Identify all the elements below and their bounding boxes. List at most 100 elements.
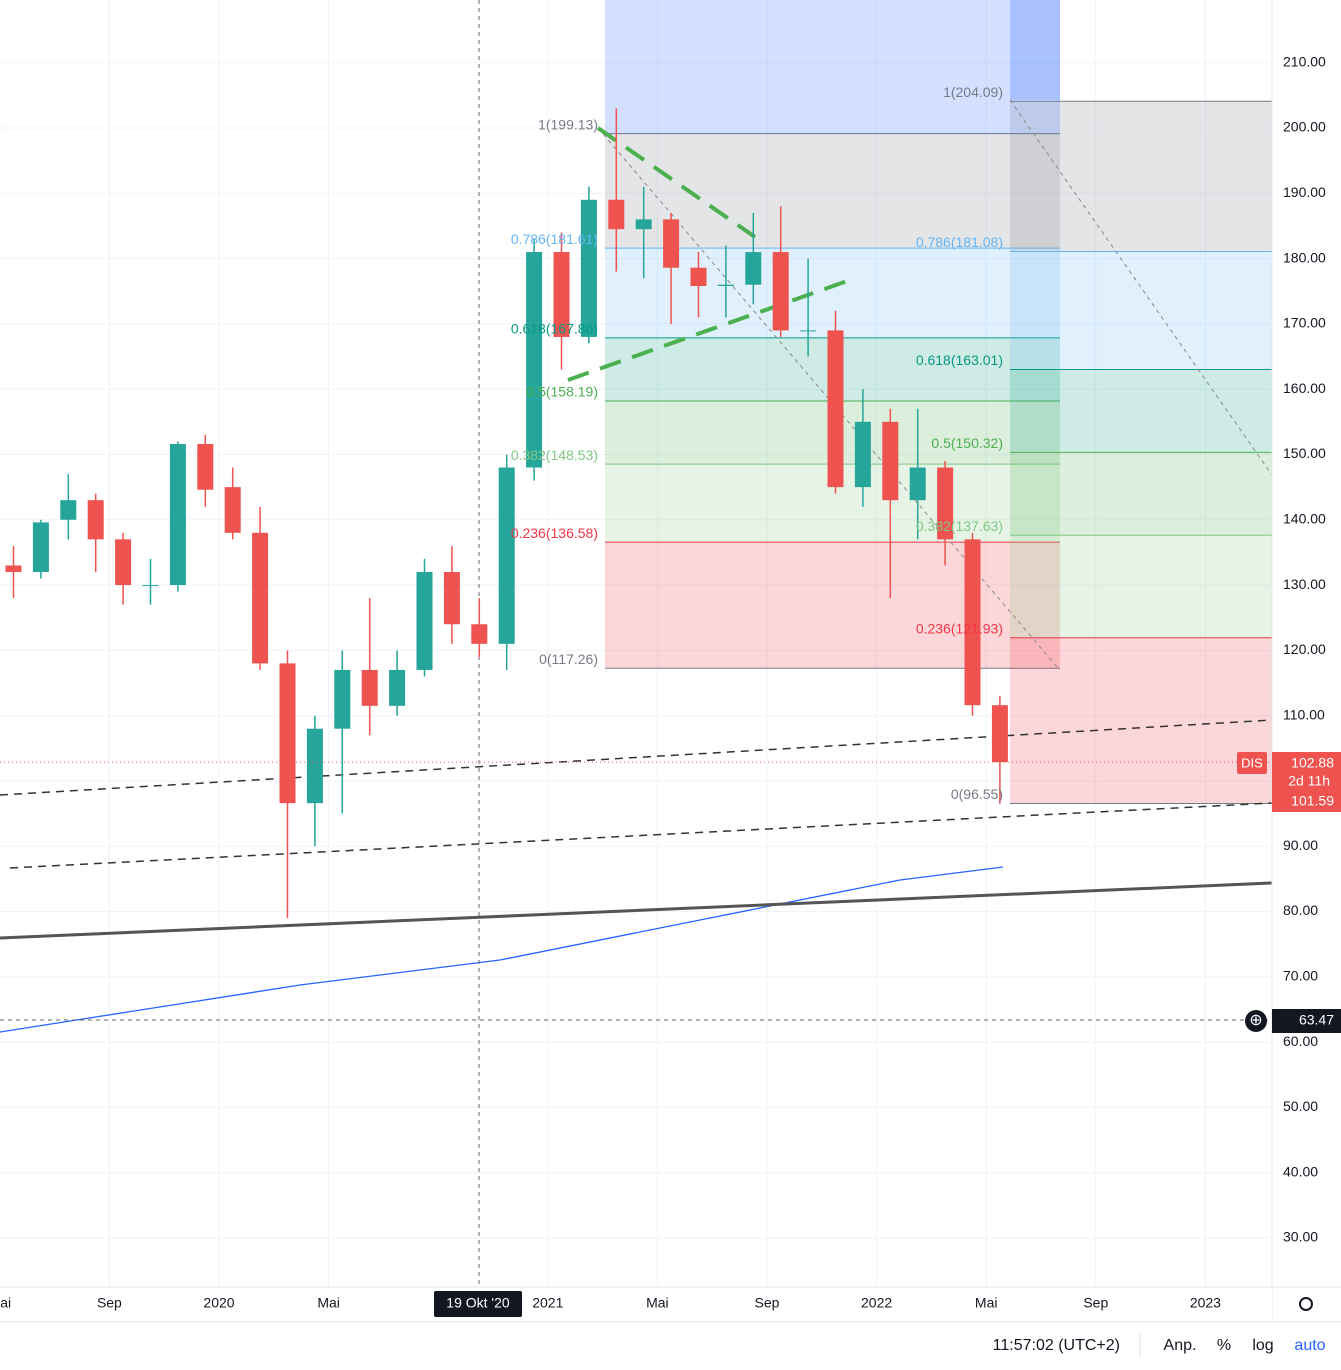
x-tick-label: 2020 [203,1295,234,1311]
y-tick-label: 170.00 [1283,315,1326,331]
labels: 1(199.13) 0.786(181.61) 0.618(167.86) 0.5(1… [0,84,1272,802]
x-tick-label: Mai [646,1295,669,1311]
y-tick-label: 80.00 [1283,902,1318,918]
candle-body [663,219,680,268]
y-tick-label: 210.00 [1283,53,1326,69]
fib-label: 0.382(137.63) [916,518,1003,534]
clock: 11:57:02 (UTC+2) [993,1337,1120,1354]
settings-icon[interactable] [1299,1297,1313,1311]
auto-toggle[interactable]: auto [1294,1337,1325,1354]
fib-label: 0(96.55) [951,786,1003,802]
symbol-tag [1237,752,1267,774]
date-range [605,0,1060,134]
x-tick-label: Mai [975,1295,998,1311]
percent-toggle[interactable]: % [1217,1337,1231,1354]
x-tick-label: 2021 [532,1295,563,1311]
y-tick-label: 60.00 [1283,1033,1318,1049]
candle-body [334,669,351,729]
symbol: DIS [1241,755,1263,770]
last-price: 102.88 [1291,755,1334,771]
candle-body [772,252,789,331]
trend-line [0,719,1273,796]
fib-zone [605,133,1060,249]
y-tick-label: 90.00 [1283,837,1318,853]
candles [5,108,1008,919]
trend-line [9,802,1273,869]
candle-body [5,565,22,572]
y-tick-label: 130.00 [1283,576,1326,592]
adjust-toggle[interactable]: Anp. [1164,1337,1197,1354]
pattern-line [567,278,851,382]
candle-body [169,444,186,586]
candle-body [937,467,954,540]
candle-body [608,199,625,230]
candle-body [526,252,543,468]
fib-label: 0.236(136.58) [511,525,598,541]
grid [0,0,1272,1287]
y-tick-label: 40.00 [1283,1163,1318,1179]
y-tick-label: 110.00 [1283,706,1325,722]
fib-zone [1010,251,1272,370]
fib-zone [605,542,1060,669]
y-tick-label: 70.00 [1283,968,1318,984]
candle-body [635,219,652,230]
y-tick-label: 150.00 [1283,445,1326,461]
y-tick-label: 190.00 [1283,184,1326,200]
fib-zone [1010,535,1272,638]
add-button[interactable] [1245,1010,1267,1032]
candle-body [690,267,707,286]
date-range [1010,0,1060,100]
candle-body [580,199,597,337]
y-tick-label: 200.00 [1283,119,1326,135]
x-tick-label: 2022 [861,1295,892,1311]
candle-body [991,705,1008,763]
candle-body [32,522,49,572]
y-tick-label: 50.00 [1283,1098,1318,1114]
candle-body [361,669,378,706]
fib-zone [1010,369,1272,453]
fib-zone [605,248,1060,338]
log-toggle[interactable]: log [1252,1337,1273,1354]
candle-body [471,624,488,644]
candle-body [224,487,241,533]
candle-body [964,539,981,706]
candle-body [142,585,159,587]
candle-body [717,284,734,286]
candle-body [252,532,269,664]
fib-label: 0.5(150.32) [931,435,1003,451]
y-tick-label: 140.00 [1283,510,1326,526]
y-tick-label: 30.00 [1283,1229,1318,1245]
candle-body [909,467,926,501]
add-icon: ⊕ [1249,1012,1262,1029]
candle-body [800,330,817,332]
crosshair-price: 63.47 [1299,1012,1334,1028]
fib-label: 0.618(167.86) [511,321,598,337]
x-tick-label: Sep [755,1295,780,1311]
candle-body [882,421,899,501]
x-tick-label: Mai [317,1295,340,1311]
candle-body [87,500,104,540]
fib-zone [1010,637,1272,804]
x-tick-label: Sep [97,1295,122,1311]
candle-body [60,500,77,520]
crosshair-price-box [1272,1009,1341,1033]
countdown: 2d 11h [1288,773,1330,789]
fib-label: 0.618(163.01) [916,352,1003,368]
fib-label: 0.5(158.19) [526,384,598,400]
y-tick-label: 160.00 [1283,380,1326,396]
crosshair-date: 19 Okt '20 [446,1295,510,1311]
axes: 30.0040.0050.0060.0070.0080.0090.00100.0… [0,53,1326,1310]
x-tick-label: Mai [0,1295,11,1311]
trend-line [0,881,1273,940]
price-tag [1272,752,1341,812]
price-axis [1272,0,1341,1322]
fib-label: 0.786(181.08) [916,234,1003,250]
y-tick-label: 180.00 [1283,249,1326,265]
candle-body [553,252,570,337]
fib-label: 0.382(148.53) [511,447,598,463]
fib-zone [1010,101,1272,252]
fib-label: 0.786(181.61) [511,231,598,247]
fib-label: 0(117.26) [539,651,598,667]
candle-body [416,572,433,670]
candle-body [745,252,762,285]
